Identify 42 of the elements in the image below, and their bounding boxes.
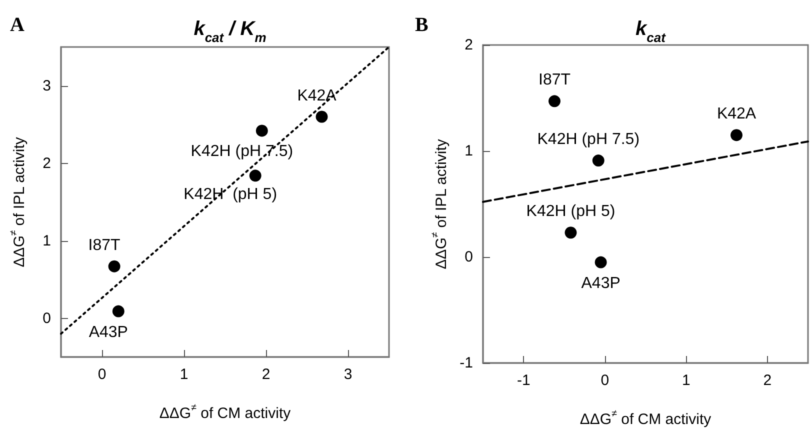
y-tick-label: 1	[464, 142, 473, 160]
point	[592, 154, 604, 167]
y-axis-title: ΔΔG≠ of IPL activity	[430, 138, 450, 270]
y-tick-label: 1	[42, 232, 51, 250]
x-tick-label: 0	[98, 366, 106, 383]
data-label: K42H (pH 5)	[526, 203, 616, 220]
y-axis-title: ΔΔG≠ of IPL activity	[8, 136, 28, 268]
data-label: A43P	[88, 324, 128, 341]
y-tick-label: 3	[42, 77, 51, 94]
point	[548, 95, 560, 108]
point	[564, 226, 577, 239]
point	[594, 256, 607, 268]
x-tick-label: 1	[682, 372, 690, 389]
data-label: I87T	[538, 72, 571, 89]
x-tick-label: 2	[262, 366, 270, 383]
y-tick-label: -1	[460, 354, 473, 372]
x-axis-title: ΔΔG≠ of CM activity	[159, 402, 292, 422]
text: B	[415, 14, 428, 36]
data-label: K42H (pH 5)	[184, 186, 278, 204]
data-label: A43P	[581, 274, 620, 292]
data-label: K42H (pH 7.5)	[190, 143, 294, 160]
x-tick-label: 3	[344, 366, 352, 383]
x-tick-label: 0	[600, 372, 610, 389]
x-tick-label: -1	[516, 372, 530, 389]
x-tick-label: 1	[180, 366, 188, 383]
text: A	[10, 14, 25, 36]
data-label: I87T	[88, 236, 121, 254]
point	[316, 110, 328, 123]
point	[112, 305, 124, 318]
x-axis-title: ΔΔG≠ of CM activity	[580, 408, 712, 428]
point	[730, 129, 742, 142]
y-tick-label: 0	[42, 310, 51, 327]
x-tick-label: 2	[763, 372, 772, 389]
point	[256, 124, 268, 137]
point	[249, 170, 262, 182]
data-label: K42A	[716, 106, 756, 123]
y-tick-label: 0	[464, 248, 473, 266]
y-tick-label: 2	[42, 154, 51, 172]
y-tick-label: 2	[464, 36, 473, 54]
data-label: K42A	[297, 87, 337, 104]
data-label: K42H (pH 7.5)	[537, 131, 640, 148]
point	[108, 260, 120, 272]
